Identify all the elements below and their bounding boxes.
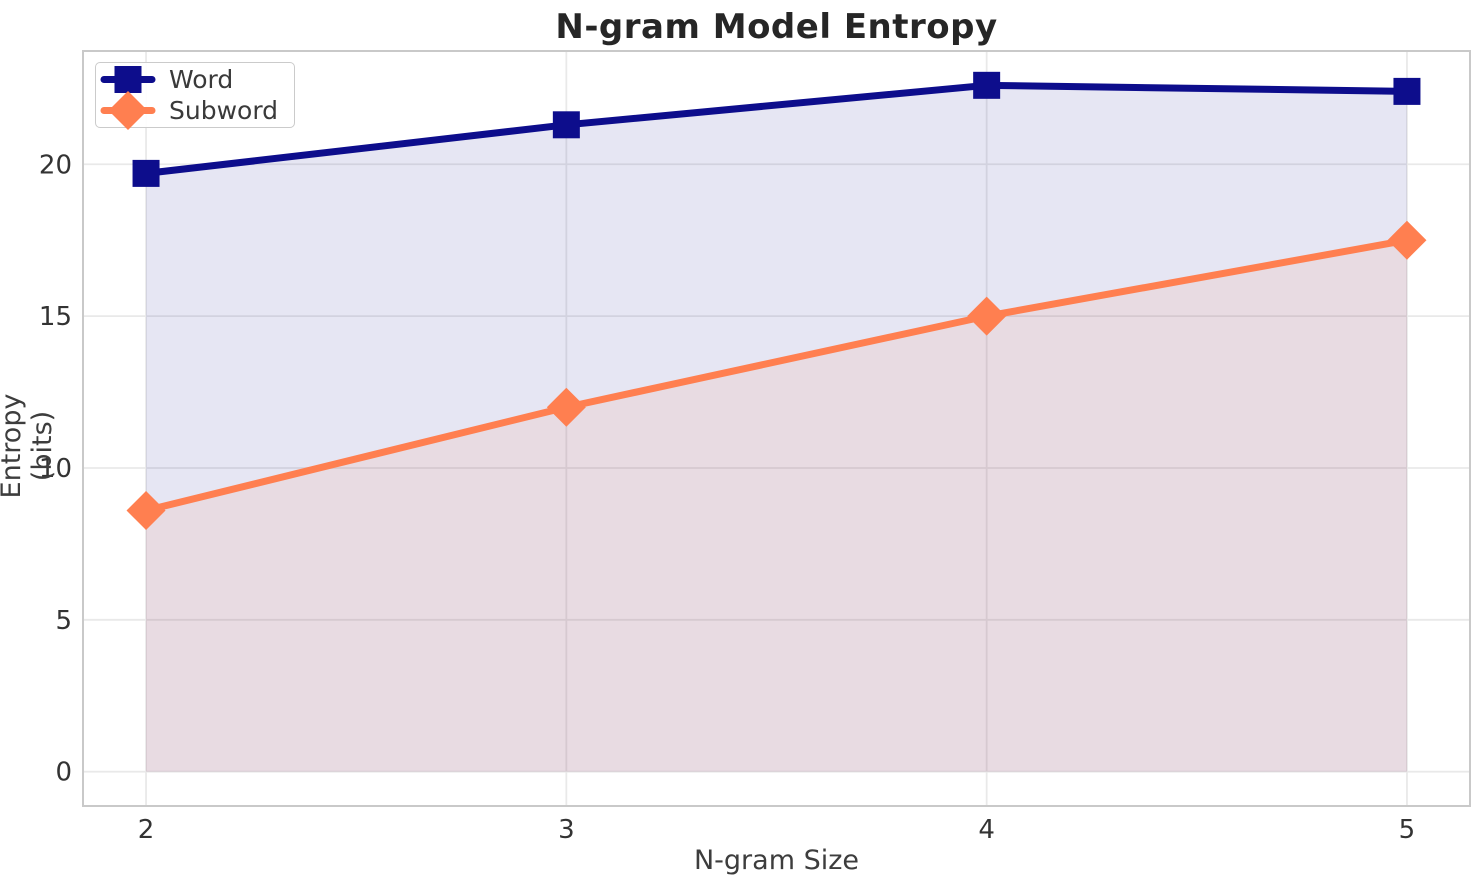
- y-axis-label: Entropy (bits): [0, 393, 58, 499]
- y-tick-label: 0: [55, 758, 72, 788]
- x-axis-label: N-gram Size: [693, 845, 860, 876]
- y-tick-label: 10: [39, 454, 72, 484]
- data-point-word-4: [973, 71, 1001, 99]
- subword-series-diamond-icon: [100, 91, 156, 130]
- legend: Word Subword: [95, 62, 296, 130]
- legend-marker-subword: [108, 91, 148, 130]
- chart-title: N-gram Model Entropy: [555, 7, 998, 47]
- word-series-square-icon: [100, 66, 156, 93]
- data-point-subword-5: [1387, 220, 1427, 260]
- legend-label-word: Word: [169, 65, 234, 94]
- x-tick-label: 5: [1399, 815, 1416, 845]
- x-tick-label: 3: [558, 815, 575, 845]
- legend-item-subword: Subword: [100, 91, 279, 130]
- plot-border: [82, 50, 1471, 807]
- x-tick-label: 2: [138, 815, 155, 845]
- legend-item-word: Word: [100, 64, 278, 95]
- series-line-subword: [142, 236, 1411, 514]
- series-fill-word: [146, 85, 1407, 772]
- data-point-subword-2: [126, 490, 166, 530]
- data-point-subword-3: [546, 387, 586, 427]
- series-line-word: [142, 81, 1411, 177]
- y-tick-label: 5: [55, 606, 72, 636]
- y-tick-label: 20: [39, 150, 72, 180]
- x-tick-label: 4: [978, 815, 995, 845]
- data-point-word-2: [132, 159, 160, 187]
- data-point-subword-4: [967, 296, 1007, 336]
- legend-marker-word: [114, 66, 142, 93]
- y-tick-label: 15: [39, 302, 72, 332]
- data-point-word-5: [1393, 77, 1421, 105]
- series-fill-subword: [146, 240, 1407, 772]
- data-point-word-3: [552, 111, 580, 139]
- legend-label-subword: Subword: [169, 96, 279, 125]
